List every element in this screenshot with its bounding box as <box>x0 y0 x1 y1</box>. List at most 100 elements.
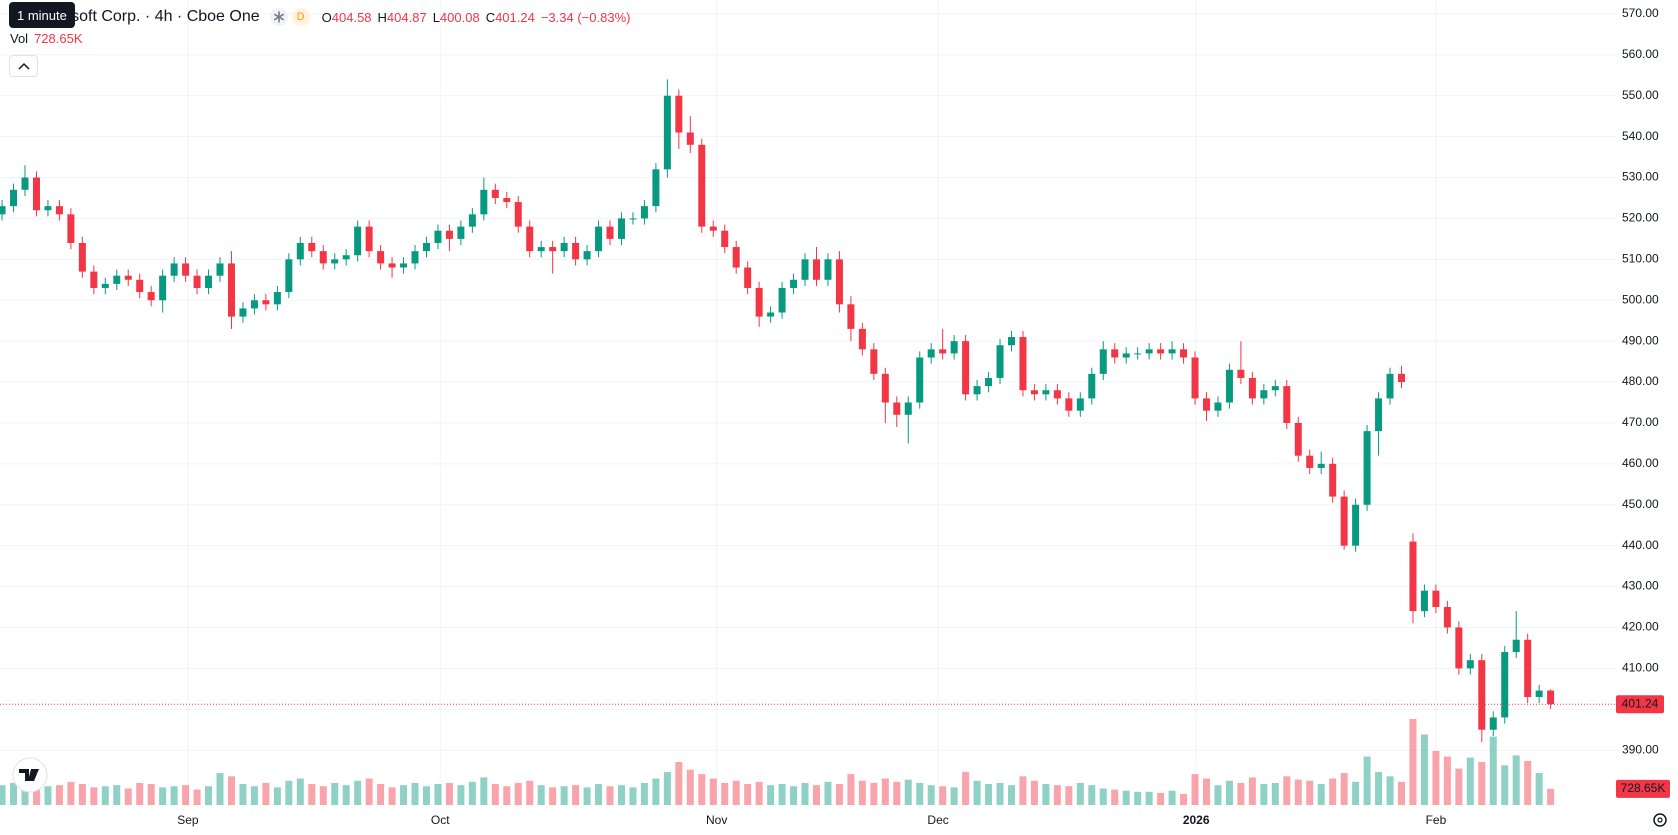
volume-bar <box>1168 790 1176 805</box>
volume-bar <box>1329 778 1337 805</box>
volume-bar <box>0 785 6 805</box>
candle-body <box>377 251 385 264</box>
volume-bar <box>1088 785 1096 805</box>
candle-body <box>916 357 924 403</box>
candle-body <box>1397 373 1405 383</box>
candle-body <box>767 312 775 317</box>
y-tick-label: 450.00 <box>1622 497 1659 511</box>
volume-bar <box>90 787 98 805</box>
candle-body <box>491 189 499 198</box>
candle-body <box>778 287 786 313</box>
candle-body <box>159 275 167 301</box>
price-label-box <box>1616 695 1664 714</box>
volume-bar <box>365 778 373 805</box>
candle-body <box>881 373 889 403</box>
ohlc-letter: H <box>377 9 387 25</box>
volume-bar <box>1294 779 1302 805</box>
collapse-button[interactable] <box>9 55 38 77</box>
volume-bar <box>227 776 235 805</box>
volume-bar <box>1191 774 1199 805</box>
candles <box>0 79 1555 743</box>
chevron-icon <box>17 62 30 70</box>
volume-bar <box>950 787 958 805</box>
volume-bar <box>617 785 625 805</box>
volume-bar <box>113 785 121 805</box>
volume-bar <box>1202 778 1210 805</box>
volume-bar <box>514 782 522 805</box>
interval-badge: D <box>291 8 310 26</box>
volume-bar <box>1340 773 1348 805</box>
volume-bar <box>10 782 18 805</box>
candle-body <box>1432 590 1440 608</box>
candle-body <box>526 226 534 252</box>
volume-bar <box>1065 786 1073 805</box>
y-tick-label: 510.00 <box>1622 252 1659 266</box>
candle-body <box>617 218 625 239</box>
candle-body <box>1443 607 1451 628</box>
candle-body <box>32 177 40 211</box>
candle-body <box>480 189 488 215</box>
volume-bar <box>675 762 683 805</box>
volume-bar <box>503 786 511 805</box>
volume-bar <box>1111 789 1119 805</box>
y-tick-label: 490.00 <box>1622 333 1659 347</box>
candle-body <box>457 226 465 239</box>
candle-body <box>663 95 671 170</box>
legend-header: Microsoft Corp. · 4h · Cboe One D O 404.5… <box>32 6 630 28</box>
volume-bar <box>1501 765 1509 805</box>
volume-bar <box>170 786 178 805</box>
candle-body <box>1271 386 1279 391</box>
volume-bar <box>1225 780 1233 805</box>
volume-bar <box>1007 785 1015 805</box>
y-tick-label: 430.00 <box>1622 579 1659 593</box>
candle-body <box>1317 463 1325 468</box>
volume-bar <box>1386 776 1394 805</box>
volume-bar <box>985 784 993 805</box>
candle-body <box>1225 369 1233 403</box>
volume-bar <box>1432 750 1440 805</box>
x-tick-label: Sep <box>177 813 199 827</box>
volume-bar <box>239 784 247 805</box>
candle-body <box>434 230 442 243</box>
volume-bar <box>1271 782 1279 805</box>
volume-pane <box>0 719 1555 805</box>
candle-body <box>388 263 396 268</box>
volume-bar <box>778 784 786 805</box>
candle-body <box>319 251 327 264</box>
y-tick-label: 520.00 <box>1622 211 1659 225</box>
candle-body <box>124 275 132 280</box>
candle-body <box>1191 357 1199 399</box>
volume-bar <box>1547 788 1555 805</box>
y-tick-label: 500.00 <box>1622 292 1659 306</box>
candle-body <box>67 214 75 243</box>
candle-body <box>870 349 878 374</box>
volume-bar <box>824 781 832 805</box>
volume-bar <box>1317 784 1325 805</box>
volume-label: 728.65K <box>1621 781 1666 795</box>
volume-bar <box>1076 782 1084 805</box>
x-tick-label: 2026 <box>1183 813 1210 827</box>
y-tick-label: 440.00 <box>1622 538 1659 552</box>
tv-logo[interactable] <box>12 757 48 793</box>
candle-body <box>1455 627 1463 669</box>
volume-bar <box>422 786 430 805</box>
candle-body <box>1294 422 1302 456</box>
candle-body <box>400 263 408 268</box>
volume-bar <box>1306 780 1314 805</box>
volume-bar <box>55 785 63 805</box>
settings-button[interactable] <box>1653 813 1667 827</box>
candle-body <box>1157 349 1165 354</box>
volume-bar <box>1122 790 1130 805</box>
volume-bar <box>342 785 350 805</box>
candle-body <box>262 300 270 305</box>
candle-body <box>583 251 591 260</box>
candle-body <box>250 300 258 309</box>
candle-body <box>10 189 18 207</box>
candle-body <box>1409 541 1417 612</box>
volume-bar <box>939 786 947 805</box>
candle-body <box>1260 390 1268 399</box>
y-tick-label: 550.00 <box>1622 88 1659 102</box>
volume-bar <box>904 779 912 805</box>
volume-bar <box>67 781 75 805</box>
